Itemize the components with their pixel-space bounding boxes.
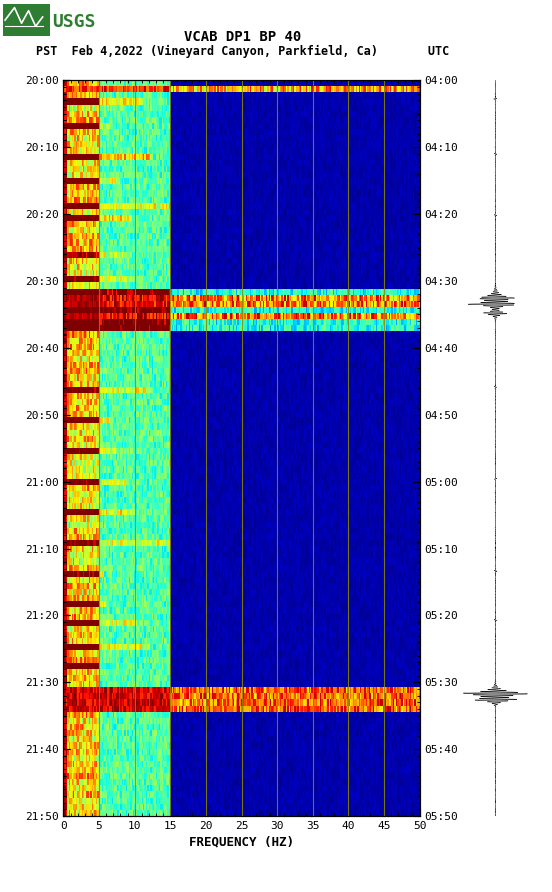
- Text: USGS: USGS: [52, 13, 96, 31]
- Text: PST  Feb 4,2022 (Vineyard Canyon, Parkfield, Ca)       UTC: PST Feb 4,2022 (Vineyard Canyon, Parkfie…: [36, 45, 449, 58]
- Text: VCAB DP1 BP 40: VCAB DP1 BP 40: [184, 30, 301, 45]
- Polygon shape: [3, 4, 50, 36]
- X-axis label: FREQUENCY (HZ): FREQUENCY (HZ): [189, 835, 294, 848]
